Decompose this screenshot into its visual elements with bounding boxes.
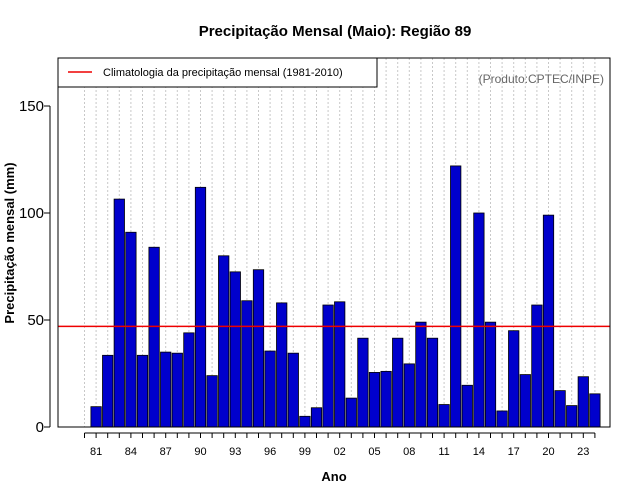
x-tick-label: 02 bbox=[334, 446, 346, 458]
bar bbox=[136, 354, 149, 428]
x-tick-label: 20 bbox=[542, 446, 554, 458]
bar bbox=[531, 304, 543, 428]
y-tick-label: 150 bbox=[19, 98, 44, 115]
bar bbox=[392, 337, 404, 428]
grid-lines bbox=[84, 58, 596, 427]
bar bbox=[252, 269, 265, 428]
bar bbox=[542, 214, 555, 428]
bar bbox=[229, 271, 241, 428]
bar bbox=[241, 300, 253, 428]
bar bbox=[438, 404, 450, 428]
bar bbox=[287, 352, 299, 428]
x-tick-label: 87 bbox=[160, 446, 172, 458]
bar bbox=[357, 337, 369, 428]
chart-title: Precipitação Mensal (Maio): Região 89 bbox=[199, 23, 472, 40]
bar bbox=[125, 231, 137, 428]
y-axis: 0 50 100 150 bbox=[19, 98, 51, 436]
bar bbox=[194, 186, 207, 428]
bar bbox=[90, 406, 102, 428]
bar bbox=[276, 302, 288, 428]
bar bbox=[484, 321, 497, 428]
x-tick-label: 99 bbox=[299, 446, 311, 458]
x-tick-label: 14 bbox=[473, 446, 485, 458]
bar bbox=[345, 397, 357, 428]
credit-text: (Produto:CPTEC/INPE) bbox=[479, 72, 604, 86]
bar bbox=[102, 354, 114, 428]
bar bbox=[554, 390, 566, 428]
x-tick-label: 17 bbox=[508, 446, 520, 458]
legend-label: Climatologia da precipitação mensal (198… bbox=[103, 67, 343, 79]
bar bbox=[461, 384, 473, 428]
bar bbox=[426, 337, 439, 428]
bar bbox=[566, 405, 578, 428]
legend: Climatologia da precipitação mensal (198… bbox=[57, 57, 378, 88]
bar bbox=[577, 376, 589, 428]
bar bbox=[183, 332, 195, 428]
y-tick-label: 50 bbox=[27, 312, 44, 329]
bar bbox=[113, 198, 125, 428]
bar bbox=[380, 370, 392, 428]
bar bbox=[473, 212, 485, 428]
bar bbox=[334, 301, 346, 428]
bars bbox=[90, 165, 601, 428]
x-tick-label: 11 bbox=[438, 446, 449, 458]
x-tick-label: 93 bbox=[229, 446, 241, 458]
legend-box bbox=[57, 57, 378, 88]
y-tick-label: 0 bbox=[36, 419, 44, 436]
bar bbox=[415, 321, 427, 428]
y-tick-label: 100 bbox=[19, 205, 44, 222]
x-tick-label: 23 bbox=[577, 446, 589, 458]
y-axis-label: Precipitação mensal (mm) bbox=[2, 162, 17, 323]
bar bbox=[496, 410, 508, 428]
bar bbox=[508, 330, 520, 428]
bar bbox=[368, 372, 381, 428]
x-tick-label: 08 bbox=[403, 446, 415, 458]
x-tick-label: 90 bbox=[194, 446, 206, 458]
bar bbox=[148, 246, 160, 428]
x-axis-label: Ano bbox=[321, 469, 346, 484]
bar bbox=[589, 393, 601, 428]
bar bbox=[160, 351, 172, 428]
x-tick-label: 84 bbox=[125, 446, 137, 458]
bar bbox=[519, 374, 531, 428]
bar bbox=[403, 363, 415, 428]
bar bbox=[450, 165, 462, 428]
bar bbox=[171, 352, 183, 428]
x-tick-label: 96 bbox=[264, 446, 276, 458]
bar bbox=[206, 375, 218, 428]
bar bbox=[218, 255, 230, 428]
bar bbox=[310, 407, 323, 428]
x-tick-label: 81 bbox=[90, 446, 102, 458]
bar bbox=[322, 304, 334, 428]
bar bbox=[299, 415, 311, 428]
x-axis: 81 84 87 90 93 96 99 02 05 08 11 14 17 20 23 bbox=[84, 432, 596, 458]
x-tick-label: 05 bbox=[368, 446, 380, 458]
bar bbox=[264, 350, 276, 428]
